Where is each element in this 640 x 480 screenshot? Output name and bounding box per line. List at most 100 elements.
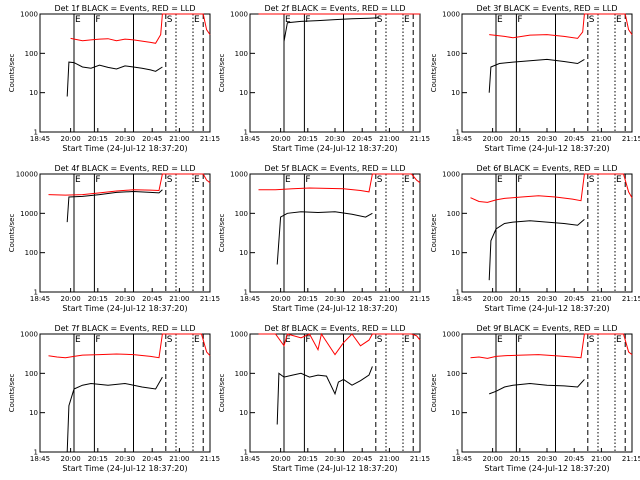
x-tick-label: 18:45 <box>30 455 50 463</box>
marker-label: E <box>75 335 81 345</box>
y-axis-label: Counts/sec <box>8 54 16 93</box>
y-tick-label: 10 <box>29 89 38 97</box>
x-tick-label: 21:00 <box>379 455 399 463</box>
x-tick-label: 21:00 <box>591 455 611 463</box>
lld-series-line <box>258 332 421 356</box>
marker-label: E <box>497 335 503 345</box>
x-tick-label: 20:15 <box>510 455 530 463</box>
y-tick-label: 100 <box>235 210 248 218</box>
x-tick-label: 20:15 <box>88 455 108 463</box>
x-tick-label: 20:15 <box>88 135 108 143</box>
x-axis-label: Start Time (24-Jul-12 18:37:20) <box>484 464 609 473</box>
y-axis-label: Counts/sec <box>8 374 16 413</box>
y-axis-label: Counts/sec <box>218 214 226 253</box>
x-tick-label: 18:45 <box>240 455 260 463</box>
x-tick-label: 20:00 <box>271 135 291 143</box>
panel-det-8: Det 8f BLACK = Events, RED = LLD Counts/s… <box>218 324 430 473</box>
x-tick-label: 20:00 <box>483 455 503 463</box>
x-tick-label: 20:45 <box>352 455 372 463</box>
y-tick-label: 1 <box>244 449 248 457</box>
x-tick-label: 20:30 <box>115 295 135 303</box>
x-axis-label: Start Time (24-Jul-12 18:37:20) <box>62 464 187 473</box>
y-axis-label: Counts/sec <box>430 54 438 93</box>
marker-label: E <box>616 335 622 345</box>
y-tick-label: 1 <box>456 449 460 457</box>
x-tick-label: 20:00 <box>483 135 503 143</box>
x-tick-label: 18:45 <box>30 295 50 303</box>
x-axis-label: Start Time (24-Jul-12 18:37:20) <box>272 144 397 153</box>
marker-label: E <box>616 175 622 185</box>
x-tick-label: 18:45 <box>452 135 472 143</box>
x-tick-label: 20:30 <box>537 455 557 463</box>
y-tick-label: 1000 <box>442 171 460 179</box>
y-tick-label: 100 <box>235 370 248 378</box>
panel-title: Det 4f BLACK = Events, RED = LLD <box>54 164 195 173</box>
events-series-line <box>66 61 163 97</box>
marker-label: S <box>589 15 595 25</box>
panel-title: Det 1f BLACK = Events, RED = LLD <box>54 4 195 13</box>
y-tick-label: 10 <box>239 89 248 97</box>
marker-label: E <box>404 335 410 345</box>
y-axis-label: Counts/sec <box>8 214 16 253</box>
x-tick-label: 20:00 <box>271 295 291 303</box>
y-tick-label: 10 <box>451 409 460 417</box>
lld-series-line <box>489 13 633 39</box>
panel-title: Det 2f BLACK = Events, RED = LLD <box>264 4 405 13</box>
events-series-line <box>276 366 373 425</box>
x-tick-label: 21:00 <box>379 135 399 143</box>
x-tick-label: 21:15 <box>410 295 430 303</box>
panel-det-5: Det 5f BLACK = Events, RED = LLD Counts/s… <box>218 164 430 313</box>
x-tick-label: 21:15 <box>622 295 640 303</box>
y-tick-label: 10 <box>29 409 38 417</box>
marker-label: S <box>589 335 595 345</box>
panel-det-9: Det 9f BLACK = Events, RED = LLD Counts/s… <box>430 324 640 473</box>
x-tick-label: 18:45 <box>452 455 472 463</box>
x-tick-label: 18:45 <box>30 135 50 143</box>
y-tick-label: 100 <box>447 210 460 218</box>
x-tick-label: 20:45 <box>564 295 584 303</box>
y-tick-label: 10 <box>451 249 460 257</box>
y-tick-label: 100 <box>447 50 460 58</box>
marker-label: E <box>75 175 81 185</box>
y-tick-label: 1 <box>456 289 460 297</box>
x-tick-label: 20:45 <box>352 135 372 143</box>
marker-label: E <box>285 15 291 25</box>
y-axis-label: Counts/sec <box>218 54 226 93</box>
x-tick-label: 21:00 <box>591 135 611 143</box>
marker-label: E <box>285 335 291 345</box>
events-series-line <box>488 58 585 93</box>
marker-label: S <box>377 335 383 345</box>
events-series-line <box>276 211 373 265</box>
lld-series-line <box>48 333 211 359</box>
panel-title: Det 6f BLACK = Events, RED = LLD <box>476 164 617 173</box>
marker-label: F <box>305 15 310 25</box>
panel-title: Det 3f BLACK = Events, RED = LLD <box>476 4 617 13</box>
x-tick-label: 21:00 <box>379 295 399 303</box>
y-tick-label: 1 <box>244 129 248 137</box>
y-tick-label: 10000 <box>16 171 38 179</box>
plot-frame <box>39 13 211 133</box>
x-tick-label: 20:00 <box>483 295 503 303</box>
y-tick-label: 100 <box>25 249 38 257</box>
y-axis-label: Counts/sec <box>218 374 226 413</box>
y-tick-label: 1000 <box>230 11 248 19</box>
x-tick-label: 20:00 <box>61 455 81 463</box>
x-tick-label: 20:15 <box>298 455 318 463</box>
events-series-line <box>66 376 163 453</box>
marker-label: E <box>194 175 200 185</box>
y-tick-label: 100 <box>235 50 248 58</box>
x-tick-label: 21:00 <box>169 455 189 463</box>
x-tick-label: 20:30 <box>115 455 135 463</box>
y-tick-label: 1 <box>34 129 38 137</box>
marker-label: S <box>589 175 595 185</box>
x-tick-label: 20:00 <box>61 135 81 143</box>
events-series-line <box>283 17 380 42</box>
y-tick-label: 10 <box>239 409 248 417</box>
plot-frame <box>461 13 633 133</box>
y-tick-label: 100 <box>447 370 460 378</box>
marker-label: E <box>404 15 410 25</box>
panel-det-4: Det 4f BLACK = Events, RED = LLD Counts/s… <box>8 164 220 313</box>
panel-det-6: Det 6f BLACK = Events, RED = LLD Counts/s… <box>430 164 640 313</box>
y-tick-label: 1000 <box>442 331 460 339</box>
marker-label: E <box>616 15 622 25</box>
